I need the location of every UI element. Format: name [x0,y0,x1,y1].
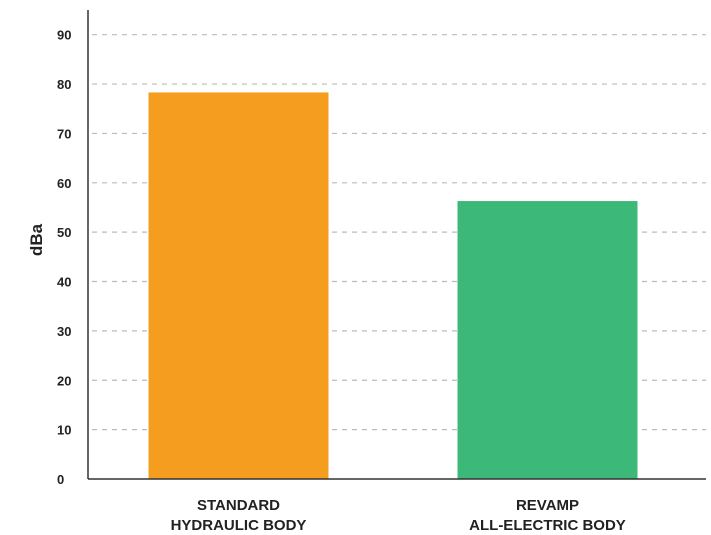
bars [148,92,638,480]
y-axis-title: dBa [27,223,46,256]
y-tick-label-90: 90 [57,28,71,43]
y-tick-label-50: 50 [57,225,71,240]
y-tick-labels: 0 10 20 30 40 50 60 70 80 90 [57,28,71,487]
category-label-1-line-0: REVAMP [516,497,579,514]
bar-1 [457,201,638,479]
bar-0 [148,92,329,480]
category-label-1-line-1: ALL-ELECTRIC BODY [469,517,626,534]
y-tick-label-70: 70 [57,126,71,141]
category-label-0-line-1: HYDRAULIC BODY [171,517,307,534]
y-tick-label-30: 30 [57,324,71,339]
category-label-0-line-0: STANDARD [197,497,280,514]
y-tick-label-60: 60 [57,176,71,191]
y-tick-label-10: 10 [57,423,71,438]
y-tick-label-80: 80 [57,77,71,92]
axes [87,10,706,480]
category-labels: STANDARD HYDRAULIC BODY REVAMP ALL-ELECTRIC… [171,497,626,534]
y-tick-label-40: 40 [57,275,71,290]
y-tick-label-20: 20 [57,373,71,388]
y-tick-label-0: 0 [57,472,64,487]
